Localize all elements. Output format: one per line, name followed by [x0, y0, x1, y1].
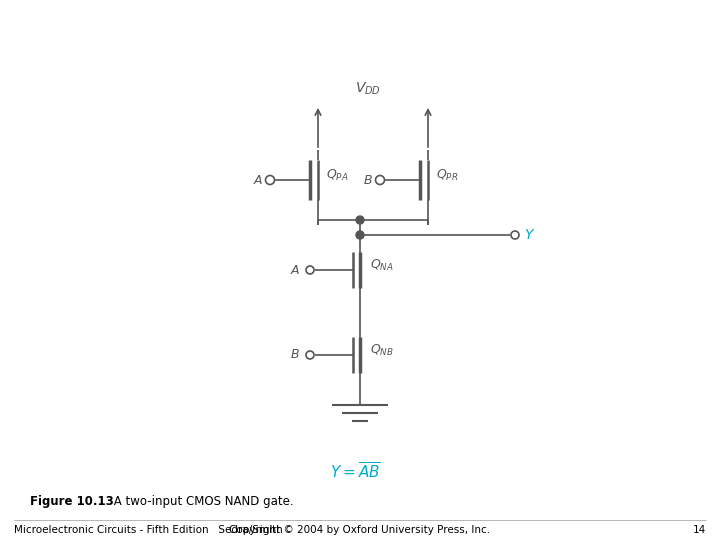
- Text: B: B: [290, 348, 299, 361]
- Circle shape: [356, 231, 364, 239]
- Text: $Q_{PR}$: $Q_{PR}$: [436, 167, 459, 183]
- Text: $V_{DD}$: $V_{DD}$: [355, 80, 381, 97]
- Text: 14: 14: [693, 525, 706, 535]
- Text: Microelectronic Circuits - Fifth Edition   Sedra/Smith: Microelectronic Circuits - Fifth Edition…: [14, 525, 283, 535]
- Text: $Q_{NA}$: $Q_{NA}$: [370, 258, 394, 273]
- Text: Y: Y: [524, 228, 533, 242]
- Circle shape: [306, 351, 314, 359]
- Text: $Q_{NB}$: $Q_{NB}$: [370, 342, 394, 357]
- Circle shape: [306, 266, 314, 274]
- Text: B: B: [364, 173, 372, 186]
- Circle shape: [356, 216, 364, 224]
- Circle shape: [376, 176, 384, 185]
- Text: o: o: [267, 176, 273, 185]
- Circle shape: [511, 231, 519, 239]
- Text: $Y = \overline{AB}$: $Y = \overline{AB}$: [330, 462, 380, 482]
- Text: A: A: [253, 173, 262, 186]
- Text: $Q_{PA}$: $Q_{PA}$: [326, 167, 348, 183]
- Text: Copyright © 2004 by Oxford University Press, Inc.: Copyright © 2004 by Oxford University Pr…: [230, 525, 490, 535]
- Text: A: A: [290, 264, 299, 276]
- Text: A two-input CMOS NAND gate.: A two-input CMOS NAND gate.: [110, 496, 294, 509]
- Text: Figure 10.13: Figure 10.13: [30, 496, 114, 509]
- Circle shape: [266, 176, 274, 185]
